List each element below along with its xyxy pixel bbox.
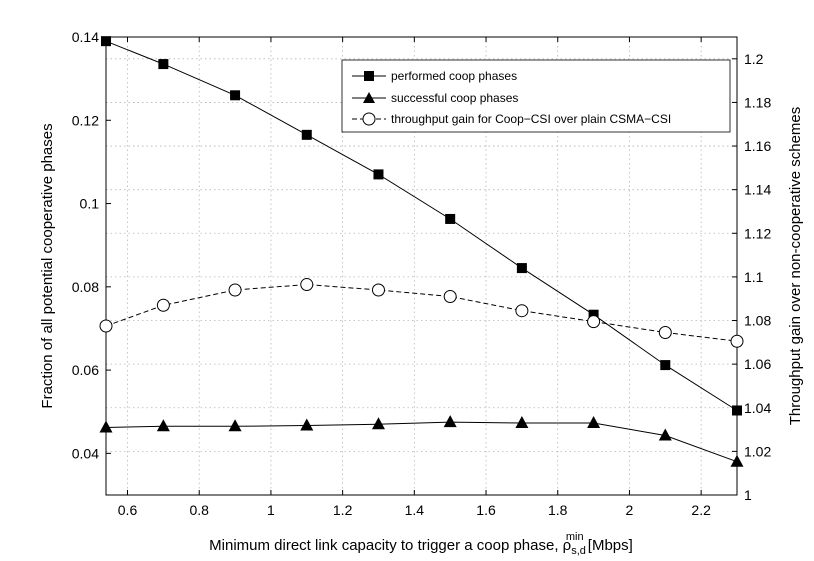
axis-ticks: 0.6 0.8 1 1.2 1.4 1.6 1.8 2 2.2 0.04 0.06 0.08 0.1 0.…	[72, 29, 772, 518]
data-point-throughput	[587, 315, 601, 329]
plot-area	[105, 36, 738, 496]
legend-marker-triangle	[363, 92, 375, 103]
y2-tick-label: 1.04	[744, 400, 771, 416]
x-tick-label: 2	[626, 502, 634, 518]
data-point-performed	[445, 213, 456, 224]
y2-tick-label: 1.06	[744, 356, 771, 372]
x-axis-label-sub: s,d	[571, 545, 586, 557]
legend-marker-square	[364, 71, 374, 81]
series-line-0	[105, 40, 738, 411]
x-tick-label: 0.6	[118, 502, 138, 518]
grid-lines	[106, 37, 737, 495]
legend-box	[341, 59, 731, 133]
y2-tick-label: 1.16	[744, 138, 771, 154]
y2-tick-label: 1.02	[744, 443, 771, 459]
data-point-throughput	[99, 319, 113, 333]
x-tick-label: 1.6	[476, 502, 496, 518]
y2-tick-label: 1.2	[744, 51, 764, 67]
y-tick-label: 0.1	[80, 196, 100, 212]
data-point-throughput	[515, 304, 529, 318]
data-point-throughput	[300, 278, 314, 292]
y2-tick-label: 1.08	[744, 313, 771, 329]
legend: performed coop phases successful coop ph…	[341, 59, 731, 133]
data-point-successful	[587, 415, 601, 428]
y2-tick-label: 1.12	[744, 225, 771, 241]
data-point-successful	[730, 454, 744, 467]
x-tick-label: 2.2	[691, 502, 711, 518]
y-axis-label: Fraction of all potential cooperative ph…	[39, 123, 56, 408]
y2-axis-label: Throughput gain over non-cooperative sch…	[787, 107, 804, 426]
data-point-throughput	[443, 290, 457, 304]
data-point-performed	[516, 263, 527, 274]
y-tick-label: 0.08	[72, 279, 99, 295]
x-tick-label: 1.8	[548, 502, 568, 518]
x-tick-label: 1.4	[405, 502, 425, 518]
y2-tick-label: 1.14	[744, 182, 771, 198]
data-point-throughput	[730, 334, 744, 348]
x-axis-label-units: [Mbps]	[584, 537, 633, 554]
y2-tick-label: 1	[744, 487, 752, 503]
y2-tick-label: 1.18	[744, 94, 771, 110]
data-point-performed	[373, 169, 384, 180]
data-point-performed	[301, 129, 312, 140]
x-tick-label: 0.8	[189, 502, 209, 518]
data-point-successful	[371, 417, 385, 430]
series-line-1	[105, 421, 738, 463]
x-tick-label: 1	[267, 502, 275, 518]
data-point-successful	[300, 418, 314, 431]
y-tick-label: 0.04	[72, 445, 99, 461]
y2-tick-label: 1.1	[744, 269, 764, 285]
data-point-successful	[228, 419, 242, 432]
y-tick-label: 0.06	[72, 362, 99, 378]
data-point-throughput	[658, 326, 672, 340]
data-point-successful	[658, 428, 672, 441]
legend-label-performed: performed coop phases	[391, 69, 517, 83]
data-point-performed	[158, 59, 169, 70]
data-point-performed	[230, 90, 241, 101]
legend-label-successful: successful coop phases	[391, 91, 518, 105]
data-point-performed	[588, 309, 599, 320]
data-point-throughput	[371, 283, 385, 297]
data-point-successful	[99, 420, 113, 433]
x-axis-label: Minimum direct link capacity to trigger …	[209, 531, 633, 557]
series-layer	[99, 36, 744, 467]
y-tick-label: 0.14	[72, 29, 99, 45]
data-point-performed	[101, 36, 111, 47]
data-point-successful	[156, 419, 170, 432]
data-point-throughput	[228, 283, 242, 297]
data-point-successful	[515, 415, 529, 428]
series-line-2	[105, 283, 738, 342]
legend-marker-circle	[362, 112, 376, 126]
x-tick-label: 1.2	[333, 502, 353, 518]
y-tick-label: 0.12	[72, 112, 99, 128]
legend-label-throughput: throughput gain for Coop−CSI over plain …	[391, 112, 671, 126]
data-point-performed	[660, 360, 671, 371]
data-point-successful	[443, 415, 457, 428]
data-point-throughput	[156, 298, 170, 312]
x-axis-label-sup: min	[566, 531, 584, 543]
data-point-performed	[732, 405, 742, 416]
